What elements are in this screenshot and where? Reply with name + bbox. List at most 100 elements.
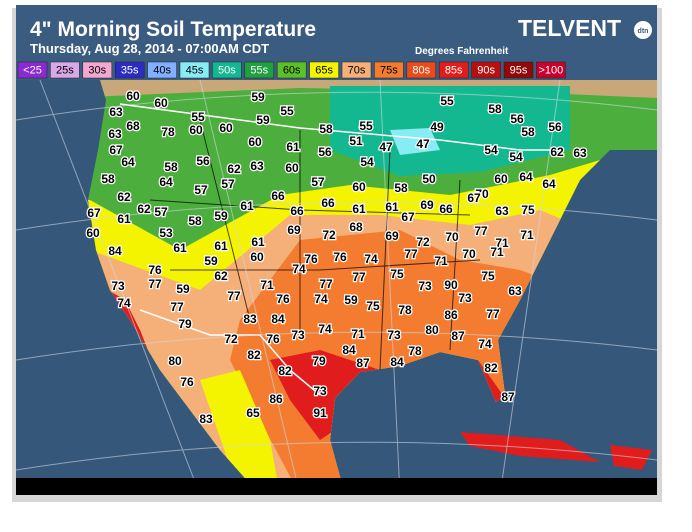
station-value: 90 [444,278,458,292]
station-value: 74 [292,262,306,276]
station-value: 72 [224,332,238,346]
station-value: 78 [408,344,422,358]
station-value: 61 [352,202,366,216]
state-lines [149,119,481,371]
legend-swatch [374,61,404,79]
station-value: 77 [319,277,333,291]
station-value: 60 [250,250,264,264]
station-value: 58 [319,122,333,136]
station-value: 62 [214,269,228,283]
station-value: 68 [349,220,363,234]
station-value: 82 [247,348,261,362]
station-value: 62 [550,145,564,159]
station-value: 57 [154,205,168,219]
legend-label: >100 [539,64,564,76]
station-value: 60 [219,121,233,135]
station-value: 75 [481,269,495,283]
station-value: 47 [379,140,393,154]
station-value: 55 [359,119,373,133]
station-value: 67 [87,206,101,220]
station-value: 56 [196,154,210,168]
legend-label: 25s [56,64,74,76]
station-value: 80 [168,354,182,368]
legend-label: 65s [315,64,333,76]
station-value: 77 [170,300,184,314]
station-value: 54 [484,143,498,157]
station-value: 49 [430,120,444,134]
station-value: 64 [159,175,173,189]
station-value: 61 [117,212,131,226]
legend-swatch [309,61,339,79]
station-value: 70 [462,247,476,261]
station-value: 59 [204,254,218,268]
station-value: 82 [278,364,292,378]
station-value: 69 [420,198,434,212]
station-value: 58 [164,160,178,174]
station-value: 62 [227,162,241,176]
station-value: 73 [111,279,125,293]
legend-swatch [503,61,534,79]
station-value: 64 [519,170,533,184]
station-value: 57 [221,177,235,191]
station-value: 77 [148,277,162,291]
station-value: 50 [422,172,436,186]
station-value: 76 [148,263,162,277]
station-value: 57 [194,183,208,197]
station-value: 61 [173,241,187,255]
legend-label: <25 [23,64,42,76]
logo-badge: dtn [638,28,649,35]
station-value: 73 [291,328,305,342]
legend-label: 55s [250,64,268,76]
station-value: 73 [458,291,472,305]
station-value: 58 [394,181,408,195]
station-value: 79 [178,317,192,331]
station-value: 76 [180,375,194,389]
station-value: 66 [271,189,285,203]
station-value: 66 [290,204,304,218]
station-value: 69 [385,229,399,243]
station-value: 84 [108,244,122,258]
bottom-strip [16,478,657,495]
station-value: 64 [542,177,556,191]
legend-swatch [341,61,372,79]
legend-swatch [244,61,275,79]
station-value: 66 [321,196,335,210]
legend-swatch [147,61,177,79]
station-value: 74 [318,322,332,336]
station-value: 87 [356,356,370,370]
station-value: 60 [154,96,168,110]
station-value: 86 [269,392,283,406]
legend-swatch [114,61,145,79]
logo-badge-bg [634,21,652,39]
station-value: 71 [351,327,365,341]
station-value: 71 [490,245,504,259]
station-value: 67 [109,143,123,157]
station-value: 73 [313,384,327,398]
station-value: 58 [188,214,202,228]
logo: TELVENT [518,15,621,41]
station-value: 59 [344,293,358,307]
legend-label: 50s [218,64,236,76]
station-value: 58 [521,125,535,139]
legend-swatch [471,61,501,79]
station-value: 73 [387,328,401,342]
station-value: 51 [349,134,363,148]
station-value: 56 [548,120,562,134]
station-value: 91 [313,406,327,420]
station-value: 55 [280,104,294,118]
station-value: 72 [416,235,430,249]
station-value: 56 [510,112,524,126]
legend-swatch [536,61,566,79]
station-value: 67 [401,210,415,224]
station-value: 71 [260,278,274,292]
station-value: 72 [322,228,336,242]
legend-label: 95s [510,64,528,76]
legend-label: 80s [412,64,430,76]
station-value: 60 [86,226,100,240]
station-value: 74 [117,296,131,310]
legend-swatch [438,61,469,79]
station-value: 60 [494,172,508,186]
